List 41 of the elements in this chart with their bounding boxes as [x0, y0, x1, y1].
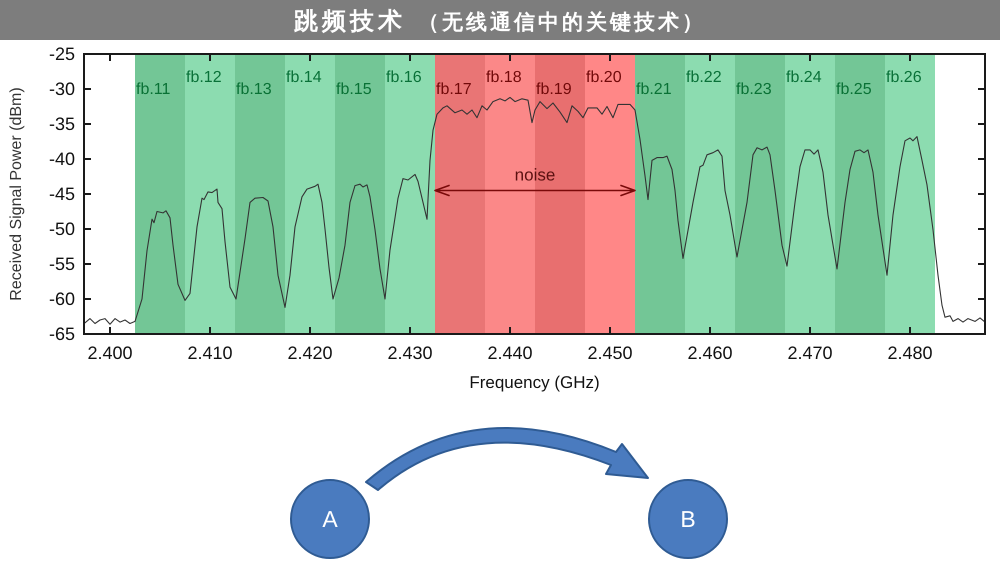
- x-tick-label: 2.420: [287, 343, 333, 363]
- y-tick-label: -45: [48, 184, 75, 204]
- x-tick-label: 2.440: [487, 343, 533, 363]
- x-tick-label: 2.400: [87, 343, 133, 363]
- band-label: fb.23: [736, 81, 772, 98]
- x-tick-label: 2.460: [687, 343, 733, 363]
- x-tick-label: 2.430: [387, 343, 433, 363]
- y-tick-label: -60: [48, 289, 75, 309]
- x-tick-label: 2.480: [887, 343, 933, 363]
- band-label: fb.18: [486, 69, 522, 86]
- annotation: noise: [514, 166, 556, 184]
- chart-title: 跳频技术: [293, 8, 406, 35]
- band-label: fb.19: [536, 81, 572, 98]
- text: A: [322, 506, 338, 532]
- band-label: fb.24: [786, 69, 822, 86]
- band-label: fb.17: [436, 81, 472, 98]
- band-label: fb.15: [336, 81, 372, 98]
- band-label: fb.14: [286, 69, 322, 86]
- band-label: fb.12: [186, 69, 222, 86]
- band-label: fb.21: [636, 81, 672, 98]
- y-tick-label: -35: [48, 114, 75, 134]
- band-label: fb.16: [386, 69, 422, 86]
- band-label: fb.13: [236, 81, 272, 98]
- band-label: fb.25: [836, 81, 872, 98]
- band-label: fb.11: [136, 81, 170, 98]
- y-tick-label: -50: [48, 219, 75, 239]
- chart-subtitle: （无线通信中的关键技术）: [418, 10, 706, 34]
- text: B: [680, 506, 696, 532]
- y-axis-title: Received Signal Power (dBm): [8, 87, 25, 301]
- x-tick-label: 2.410: [187, 343, 233, 363]
- band-label: fb.22: [686, 69, 722, 86]
- band-label: fb.20: [586, 69, 622, 86]
- band-label: fb.26: [886, 69, 922, 86]
- x-tick-label: 2.470: [787, 343, 833, 363]
- x-axis-title: Frequency (GHz): [469, 373, 600, 392]
- y-tick-label: -65: [48, 324, 75, 344]
- y-tick-label: -40: [48, 149, 75, 169]
- x-tick-label: 2.450: [587, 343, 633, 363]
- y-tick-label: -30: [48, 79, 75, 99]
- y-tick-label: -55: [48, 254, 75, 274]
- y-tick-label: -25: [48, 44, 75, 64]
